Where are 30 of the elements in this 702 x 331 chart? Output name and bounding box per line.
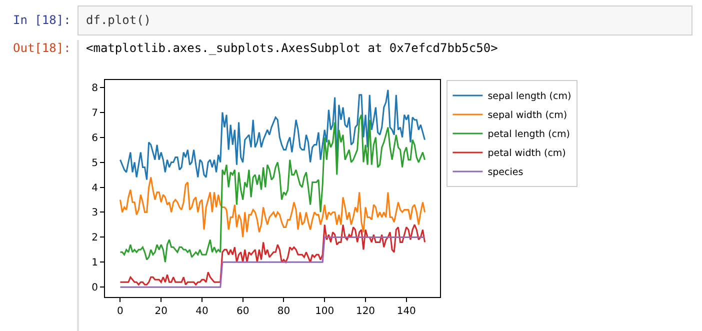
y-tick-label: 0 <box>92 282 98 294</box>
y-tick-label: 5 <box>92 158 98 169</box>
y-tick-label: 1 <box>92 258 98 269</box>
legend-label: petal width (cm) <box>488 148 566 160</box>
y-tick-label: 4 <box>92 182 98 194</box>
x-tick-label: 0 <box>117 306 124 317</box>
text: <matplotlib.axes._subplots.AxesSubplot at 0x7efcd7bb5c50> <box>86 41 498 55</box>
y-tick-label: 7 <box>92 108 98 119</box>
x-tick-label: 20 <box>154 306 168 317</box>
line-series <box>119 224 426 286</box>
legend-label: species <box>488 167 524 178</box>
x-tick-label: 40 <box>196 306 208 317</box>
line-series <box>119 176 426 238</box>
y-tick-label: 8 <box>92 82 98 94</box>
y-tick-label: 2 <box>92 232 98 244</box>
legend-label: sepal width (cm) <box>488 110 568 122</box>
legend-label: petal length (cm) <box>488 129 570 140</box>
text: df.plot() <box>86 13 152 27</box>
x-tick-label: 60 <box>236 306 250 317</box>
x-tick-label: 120 <box>356 306 376 317</box>
text: Out[18]: <box>13 41 71 55</box>
x-tick-label: 80 <box>277 306 290 317</box>
x-tick-label: 140 <box>396 306 416 317</box>
text: In [18]: <box>13 13 71 27</box>
line-series <box>119 89 426 181</box>
line-series <box>119 114 426 263</box>
y-tick-label: 6 <box>92 132 98 144</box>
legend-label: sepal length (cm) <box>488 91 572 102</box>
x-tick-label: 100 <box>315 306 334 317</box>
y-tick-label: 3 <box>92 208 98 219</box>
